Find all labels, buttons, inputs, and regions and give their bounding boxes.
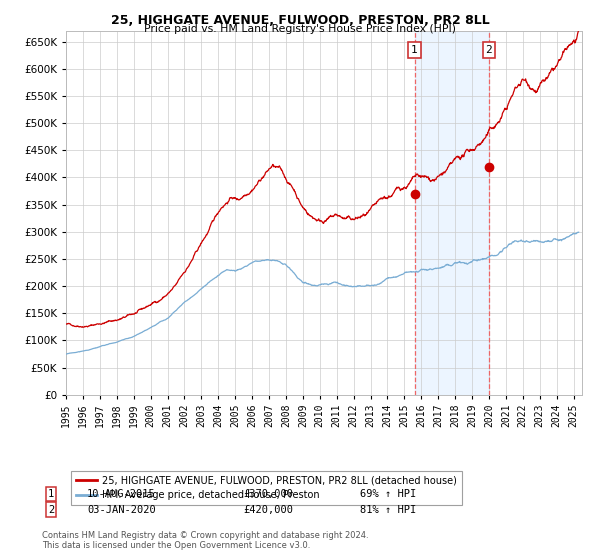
Text: Price paid vs. HM Land Registry's House Price Index (HPI): Price paid vs. HM Land Registry's House … bbox=[144, 24, 456, 34]
Text: Contains HM Land Registry data © Crown copyright and database right 2024.
This d: Contains HM Land Registry data © Crown c… bbox=[42, 531, 368, 550]
Text: 2: 2 bbox=[48, 505, 54, 515]
Text: 10-AUG-2015: 10-AUG-2015 bbox=[87, 489, 156, 499]
Text: 1: 1 bbox=[411, 45, 418, 55]
Text: 69% ↑ HPI: 69% ↑ HPI bbox=[360, 489, 416, 499]
Text: 81% ↑ HPI: 81% ↑ HPI bbox=[360, 505, 416, 515]
Text: 2: 2 bbox=[485, 45, 493, 55]
Text: 03-JAN-2020: 03-JAN-2020 bbox=[87, 505, 156, 515]
Legend: 25, HIGHGATE AVENUE, FULWOOD, PRESTON, PR2 8LL (detached house), HPI: Average pr: 25, HIGHGATE AVENUE, FULWOOD, PRESTON, P… bbox=[71, 470, 462, 505]
Bar bbox=[415, 31, 489, 395]
Text: £420,000: £420,000 bbox=[243, 505, 293, 515]
Text: 25, HIGHGATE AVENUE, FULWOOD, PRESTON, PR2 8LL: 25, HIGHGATE AVENUE, FULWOOD, PRESTON, P… bbox=[110, 14, 490, 27]
Text: £370,000: £370,000 bbox=[243, 489, 293, 499]
Text: 1: 1 bbox=[48, 489, 54, 499]
